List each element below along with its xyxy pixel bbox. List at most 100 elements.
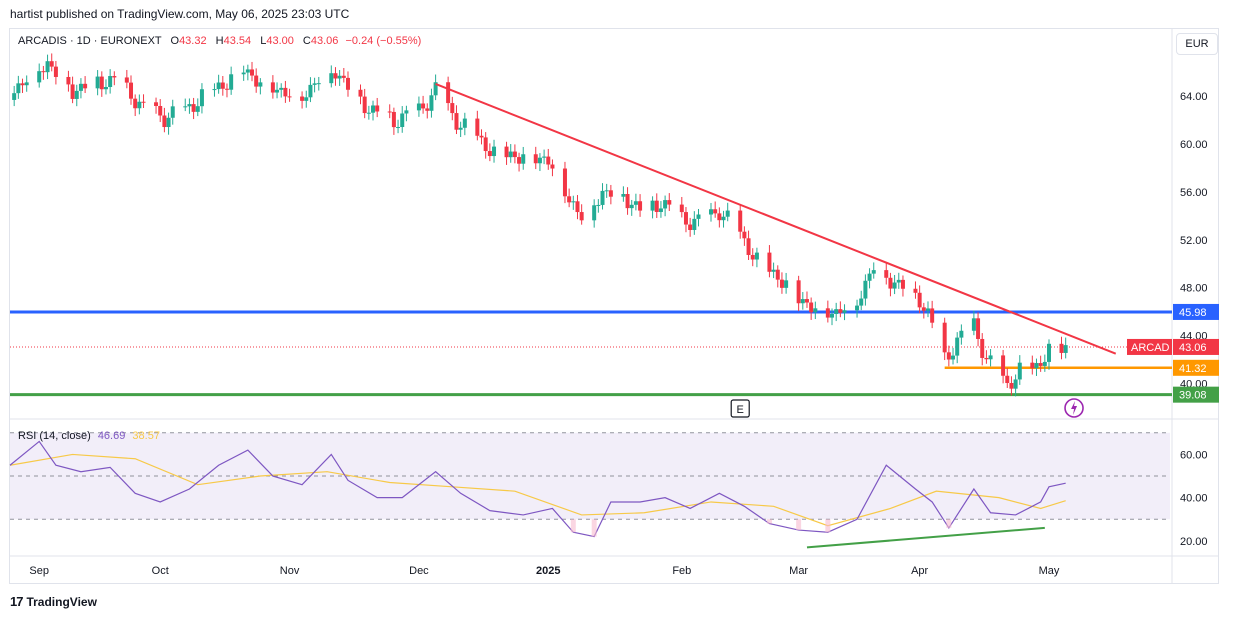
- candle-body: [183, 106, 188, 108]
- candle-body: [930, 308, 935, 323]
- candle-body: [133, 98, 138, 109]
- currency-button[interactable]: EUR: [1176, 33, 1218, 55]
- candle-body: [479, 135, 484, 138]
- candle-body: [312, 83, 317, 85]
- candle-body: [917, 292, 922, 308]
- rsi-title: RSI (14, close): [18, 430, 91, 442]
- candle-body: [74, 90, 79, 99]
- candle-body: [270, 82, 275, 93]
- candle-body: [362, 96, 367, 114]
- lightning-bolt-icon: [1071, 401, 1078, 415]
- candle-body: [112, 76, 117, 78]
- candle-body: [483, 137, 488, 152]
- candle-body: [83, 83, 88, 89]
- price-levels: [10, 310, 1172, 397]
- candle-body: [1030, 362, 1035, 369]
- candle-body: [337, 75, 342, 79]
- candle-body: [191, 104, 196, 112]
- open-label: O: [170, 35, 180, 47]
- symbol-tag: [1127, 338, 1172, 355]
- candle-body: [1038, 363, 1043, 366]
- candle-body: [329, 73, 334, 84]
- candle-body: [842, 310, 847, 313]
- rsi-tick-label: 20.00: [1180, 536, 1208, 548]
- candle-body: [600, 190, 605, 205]
- candle-body: [942, 322, 947, 353]
- candle-body: [654, 200, 659, 212]
- candle-body: [1001, 355, 1006, 376]
- candle-body: [300, 96, 305, 101]
- candle-body: [333, 73, 338, 79]
- candle-body: [508, 151, 513, 158]
- candle-body: [462, 118, 467, 128]
- candle-body: [1059, 343, 1064, 353]
- candle-body: [124, 77, 129, 83]
- rsi-tick-label: 40.00: [1180, 493, 1208, 505]
- overlays: E: [435, 83, 1117, 549]
- close-value: 43.06: [310, 35, 339, 47]
- candle-body: [429, 95, 434, 111]
- price-grid: [9, 28, 1219, 584]
- candle-body: [784, 280, 789, 288]
- candle-body: [804, 299, 809, 303]
- time-tick-label: 2025: [536, 565, 560, 577]
- candle-body: [20, 83, 25, 86]
- candle-body: [692, 218, 697, 230]
- candle-body: [709, 209, 714, 215]
- rsi-pane: [9, 432, 1170, 538]
- candle-body: [988, 355, 993, 360]
- high-value: 43.54: [223, 35, 252, 47]
- candle-body: [533, 154, 538, 164]
- candle-body: [679, 204, 684, 213]
- candle-body: [70, 84, 75, 99]
- symbol-tag-label: ARCAD: [1131, 342, 1170, 354]
- candle-body: [154, 102, 159, 107]
- candle-body: [425, 108, 430, 111]
- candle-body: [41, 71, 46, 73]
- candle-body: [375, 105, 380, 112]
- symbol-legend[interactable]: ARCADIS · 1D · EURONEXT O43.32 H43.54 L4…: [18, 35, 421, 47]
- rsi-legend[interactable]: RSI (14, close) 46.69 38.57: [18, 430, 160, 442]
- candle-body: [688, 224, 693, 230]
- candle-body: [796, 280, 801, 304]
- candle-body: [621, 194, 626, 197]
- candle-body: [24, 82, 29, 86]
- candle-body: [592, 205, 597, 221]
- candle-body: [446, 82, 451, 104]
- candle-body: [579, 212, 584, 221]
- candle-body: [421, 103, 426, 109]
- candle-body: [404, 110, 409, 114]
- candle-body: [575, 201, 580, 213]
- candle-body: [170, 106, 175, 118]
- candle-body: [809, 302, 814, 313]
- candle-body: [721, 216, 726, 221]
- candle-body: [387, 111, 392, 113]
- candle-body: [537, 157, 542, 164]
- candle-body: [1005, 375, 1010, 384]
- candle-body: [16, 83, 21, 94]
- candle-body: [946, 352, 951, 360]
- candle-body: [287, 96, 292, 98]
- candle-body: [141, 101, 146, 103]
- candle-body: [750, 254, 755, 260]
- candle-body: [1017, 362, 1022, 380]
- candle-body: [984, 357, 989, 360]
- candle-body: [725, 210, 730, 217]
- candle-body: [283, 87, 288, 97]
- candle-body: [884, 270, 889, 278]
- candle-body: [487, 151, 492, 157]
- footer-brand[interactable]: 17 TradingView: [10, 594, 97, 609]
- candle-body: [492, 146, 497, 157]
- candle-body: [108, 76, 113, 88]
- candle-body: [717, 213, 722, 221]
- candle-body: [199, 89, 204, 107]
- candle-body: [896, 279, 901, 283]
- candle-body: [596, 204, 601, 206]
- candle-body: [12, 93, 17, 100]
- candle-body: [1063, 345, 1068, 353]
- candle-body: [925, 308, 930, 311]
- candle-body: [1046, 343, 1051, 362]
- candle-body: [955, 337, 960, 356]
